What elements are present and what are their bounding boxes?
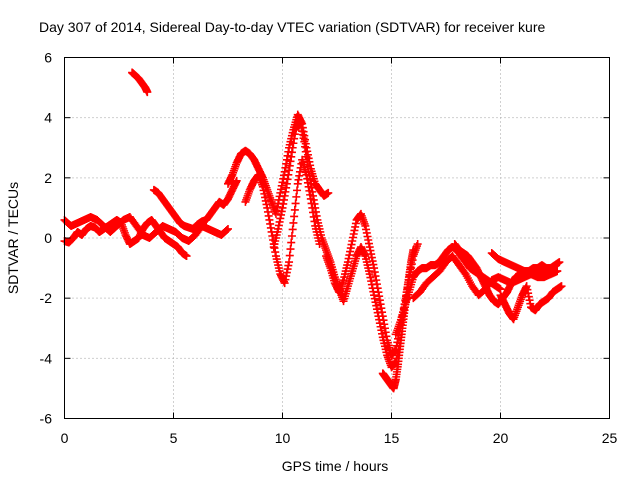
x-axis-label: GPS time / hours [282,458,389,474]
data-point [409,246,418,255]
y-tick-label: 4 [44,110,52,126]
data-series [269,116,405,372]
data-point [232,176,241,185]
data-point [224,224,232,233]
y-axis-label: SDTVAR / TECUs [5,182,21,294]
data-series [224,110,333,218]
y-tick-label: 0 [44,230,52,246]
data-series [60,215,191,261]
y-tick-label: 6 [44,50,52,66]
data-point [555,258,564,267]
x-tick-label: 25 [602,430,618,446]
data-point [413,240,422,249]
data-series [149,176,241,233]
chart-title: Day 307 of 2014, Sidereal Day-to-day VTE… [39,19,545,35]
data-point [557,282,566,291]
x-tick-label: 5 [170,430,178,446]
x-tick-label: 10 [275,430,291,446]
grid-lines [64,57,610,419]
data-point [324,188,333,197]
data-point [553,267,562,276]
x-tick-label: 20 [493,430,509,446]
x-tick-labels: 0 5 10 15 20 25 [61,430,618,446]
axis-ticks [64,57,610,419]
data-series [391,243,505,339]
y-tick-label: -6 [40,411,53,427]
plot-points [60,68,566,393]
y-tick-labels: -6 -4 -2 0 2 4 6 [40,50,53,427]
data-point [222,225,231,234]
data-series [487,249,562,282]
data-point [143,88,152,97]
data-series [128,68,152,97]
data-point [182,252,191,261]
x-tick-label: 15 [384,430,400,446]
x-tick-label: 0 [61,430,69,446]
data-series [496,282,566,324]
y-tick-label: -4 [40,350,53,366]
y-tick-label: 2 [44,170,52,186]
y-tick-label: -2 [40,290,53,306]
